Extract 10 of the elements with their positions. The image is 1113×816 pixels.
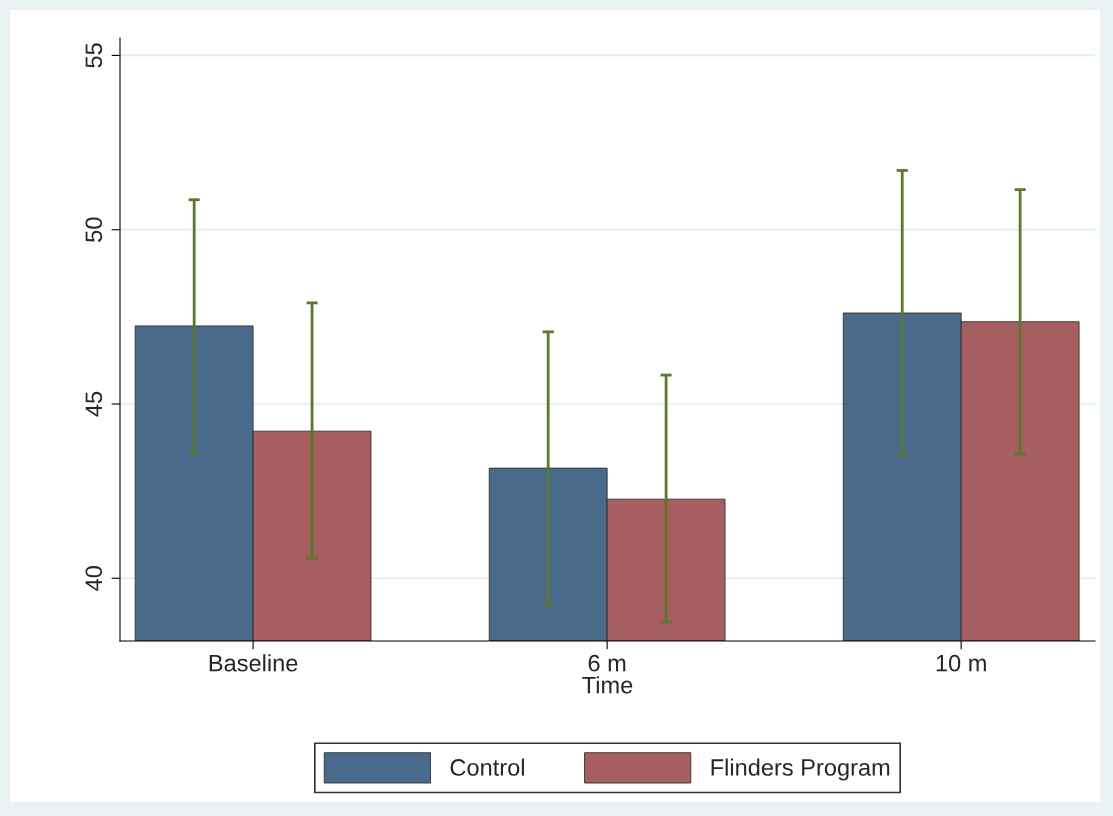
y-tick-label: 55 xyxy=(85,43,103,68)
y-tick-label: 40 xyxy=(85,566,103,591)
y-tick-label: 50 xyxy=(85,217,103,242)
x-axis-title: Time xyxy=(582,676,633,694)
x-tick-label: Baseline xyxy=(209,654,298,672)
x-tick-label: 10 m xyxy=(936,654,986,672)
x-tick-label: 6 m xyxy=(588,654,626,672)
legend-label: Control xyxy=(450,758,524,776)
y-tick-label: 45 xyxy=(85,391,103,417)
legend-label: Flinders Program xyxy=(711,758,890,781)
